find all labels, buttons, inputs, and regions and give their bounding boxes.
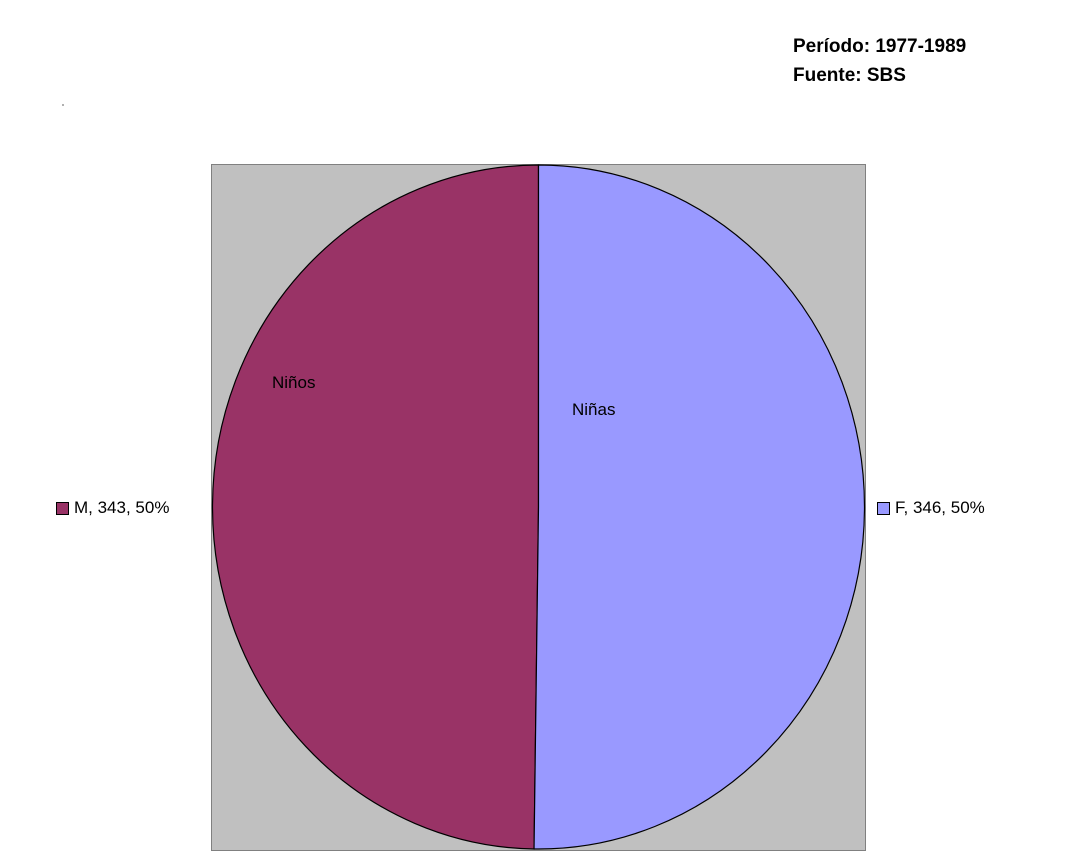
chart-header: Período: 1977-1989 Fuente: SBS (793, 32, 966, 90)
stray-dot (62, 104, 64, 106)
legend-swatch-f (877, 501, 890, 515)
pie-slice-m (211, 164, 540, 850)
legend-entry-f: F, 346, 50% (877, 498, 985, 518)
legend-swatch-m (56, 501, 69, 515)
source-label: Fuente: SBS (793, 65, 906, 86)
legend-label-m: M, 343, 50% (74, 498, 170, 517)
legend-entry-m: M, 343, 50% (56, 498, 169, 518)
legend-label-f: F, 346, 50% (895, 498, 985, 517)
slice-label-m: Niños (272, 373, 316, 392)
slice-label-f: Niñas (572, 400, 616, 419)
pie-slice-f (533, 164, 866, 850)
period-label: Período: 1977-1989 (793, 36, 967, 57)
